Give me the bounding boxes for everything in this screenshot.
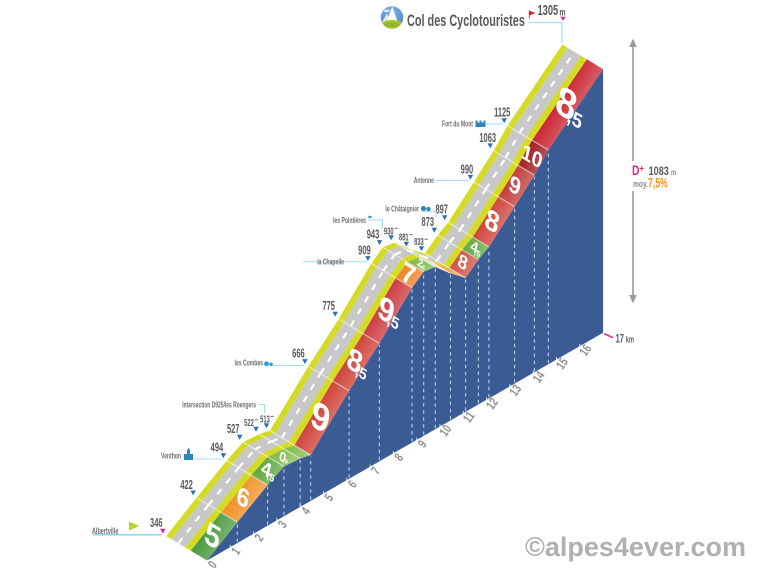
svg-text:,9: ,9 bbox=[282, 458, 288, 467]
svg-text:les Combes: les Combes bbox=[234, 360, 263, 368]
svg-text:moy.: moy. bbox=[633, 179, 648, 189]
svg-text:422: 422 bbox=[180, 479, 193, 492]
svg-text:1305: 1305 bbox=[538, 2, 559, 19]
svg-text:le Châtaignier: le Châtaignier bbox=[385, 205, 419, 213]
svg-text:,5: ,5 bbox=[266, 470, 276, 485]
svg-text:833: 833 bbox=[414, 237, 424, 248]
svg-text:943: 943 bbox=[367, 229, 380, 242]
svg-text:Intersection D925/les Roengers: Intersection D925/les Roengers bbox=[182, 401, 256, 409]
svg-text:1083: 1083 bbox=[649, 165, 669, 179]
svg-text:990: 990 bbox=[461, 164, 474, 177]
svg-text:Venthon: Venthon bbox=[161, 452, 181, 460]
svg-text:17 km: 17 km bbox=[616, 333, 635, 346]
svg-text:les Pointières: les Pointières bbox=[333, 217, 366, 225]
svg-text:6: 6 bbox=[234, 481, 253, 515]
svg-text:Col des Cyclotouristes: Col des Cyclotouristes bbox=[407, 11, 525, 30]
svg-text:909: 909 bbox=[358, 245, 371, 258]
svg-text:775: 775 bbox=[322, 300, 335, 313]
svg-text:494: 494 bbox=[211, 442, 224, 455]
svg-text:©alpes4ever.com: ©alpes4ever.com bbox=[525, 532, 746, 562]
svg-text:9: 9 bbox=[506, 169, 523, 201]
svg-text:,5: ,5 bbox=[473, 247, 481, 259]
svg-text:,5: ,5 bbox=[385, 311, 401, 334]
svg-text:8: 8 bbox=[344, 341, 366, 382]
svg-text:la Chapelle: la Chapelle bbox=[317, 258, 344, 266]
svg-text:0: 0 bbox=[278, 448, 288, 466]
svg-text:,6: ,6 bbox=[420, 264, 426, 273]
svg-text:Fort du Mont: Fort du Mont bbox=[442, 120, 474, 128]
svg-text:,5: ,5 bbox=[354, 362, 369, 385]
svg-text:930: 930 bbox=[384, 226, 394, 237]
svg-text:4: 4 bbox=[469, 237, 481, 258]
svg-text:522: 522 bbox=[244, 417, 254, 428]
svg-text:7: 7 bbox=[398, 256, 418, 293]
svg-text:Antenne: Antenne bbox=[414, 177, 434, 185]
svg-text:,5: ,5 bbox=[565, 105, 584, 135]
svg-text:7,5%: 7,5% bbox=[648, 177, 668, 191]
svg-text:881: 881 bbox=[399, 232, 409, 243]
svg-text:873: 873 bbox=[422, 216, 435, 229]
svg-text:m: m bbox=[671, 167, 677, 177]
svg-text:1063: 1063 bbox=[479, 132, 496, 145]
svg-text:2: 2 bbox=[416, 256, 424, 271]
svg-text:346: 346 bbox=[150, 517, 163, 530]
svg-text:897: 897 bbox=[435, 204, 448, 217]
svg-text:5: 5 bbox=[201, 514, 224, 557]
svg-text:9: 9 bbox=[374, 288, 398, 332]
svg-text:666: 666 bbox=[292, 348, 305, 361]
svg-text:527: 527 bbox=[227, 423, 240, 436]
svg-text:513: 513 bbox=[260, 414, 270, 425]
svg-text:1125: 1125 bbox=[494, 107, 510, 120]
svg-text:m: m bbox=[559, 6, 565, 18]
svg-text:8: 8 bbox=[482, 202, 503, 240]
svg-text:Albertville: Albertville bbox=[92, 526, 118, 537]
svg-text:8: 8 bbox=[456, 250, 470, 276]
